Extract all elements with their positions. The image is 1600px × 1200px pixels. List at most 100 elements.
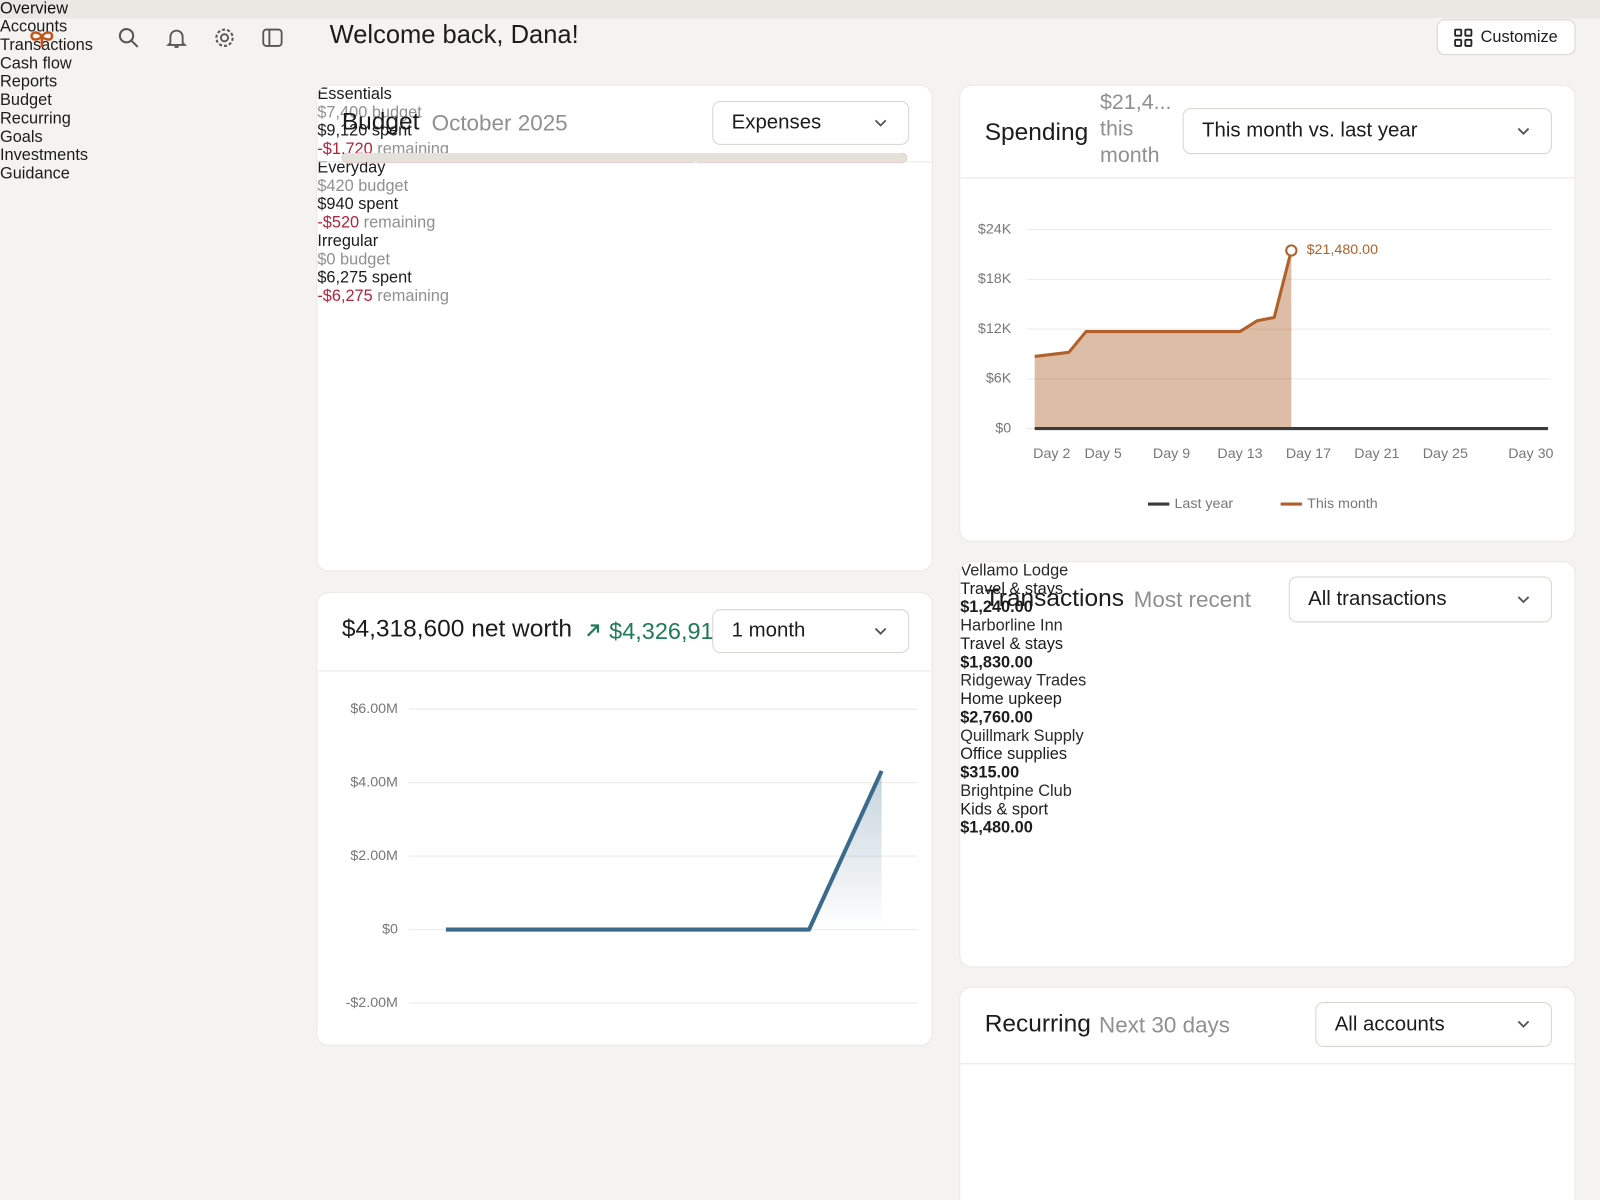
card-subtitle: Next 30 days — [1098, 1012, 1231, 1038]
nav-label: Overview — [0, 0, 69, 18]
trend-arrow — [586, 624, 600, 637]
group-remaining: -$520 remaining — [317, 214, 931, 232]
card-title: Recurring — [984, 1010, 1091, 1038]
transaction-row[interactable]: Brightpine Club Kids & sport $1,480.00 — [960, 783, 1574, 838]
filter-label: This month vs. last year — [1202, 119, 1418, 142]
nav-item[interactable]: Goals — [0, 129, 1600, 147]
nav-label: Budget — [0, 91, 52, 110]
card-title: Budget — [341, 108, 420, 136]
search-button[interactable] — [117, 27, 139, 49]
sidebar-toggle[interactable] — [261, 27, 283, 49]
group-remaining: -$6,275 remaining — [317, 288, 931, 306]
nav-item[interactable]: Recurring — [0, 110, 1600, 128]
group-name: Essentials — [317, 85, 392, 104]
card-title: $4,318,600 net worth — [341, 615, 572, 643]
category-name: Travel & stays — [960, 635, 1064, 654]
x-tick-label: Day 2 — [1033, 446, 1070, 462]
nav-label: Recurring — [0, 110, 71, 128]
nav-label: Guidance — [0, 165, 70, 183]
category-name: Office supplies — [960, 745, 1067, 764]
budget-card: Budget October 2025 Expenses Essentials $… — [316, 84, 933, 572]
x-tick-label: Day 25 — [1423, 446, 1468, 462]
nav-item[interactable]: Guidance — [0, 165, 1600, 183]
group-budget: $420 budget — [317, 177, 409, 195]
card-header: Transactions Most recent All transaction… — [960, 562, 1574, 639]
chevron — [874, 627, 887, 635]
nav-item[interactable]: Cash flow — [0, 55, 1600, 73]
budget-group: Everyday $420 budget $940 spent -$520 remai… — [317, 153, 931, 232]
nav-label: Cash flow — [0, 55, 72, 73]
card-header: Spending $21,4... this month This month … — [960, 86, 1575, 179]
card-subtitle: October 2025 — [431, 110, 568, 136]
group-budget: $7,400 budget — [317, 104, 422, 122]
merchant-name: Brightpine Club — [960, 782, 1072, 800]
line — [445, 770, 884, 932]
nav-label: Accounts — [0, 18, 68, 36]
nav-label: Goals — [0, 128, 43, 146]
x-tick-label: Day 9 — [1153, 446, 1190, 462]
customize-button[interactable]: Customize — [1436, 19, 1576, 56]
budget-filter[interactable]: Expenses — [712, 101, 910, 145]
filter-label: All transactions — [1308, 587, 1447, 611]
y-tick-label: $18K — [978, 271, 1012, 287]
accounts-filter[interactable]: All accounts — [1315, 1002, 1553, 1047]
nav-item[interactable]: Transactions — [0, 37, 1600, 55]
recurring-card: Recurring Next 30 days All accounts — [959, 986, 1576, 1200]
card-subtitle: $21,4... this month — [1099, 90, 1172, 168]
chevron — [1517, 1020, 1530, 1028]
merchant-name: Harborline Inn — [960, 617, 1063, 635]
card-header: Recurring Next 30 days All accounts — [960, 988, 1575, 1065]
group-spent: $940 spent — [317, 195, 399, 214]
remaining-label: remaining — [363, 214, 436, 232]
category-name: Home upkeep — [960, 690, 1062, 709]
transactions-filter[interactable]: All transactions — [1288, 576, 1553, 623]
point-marker — [1285, 244, 1298, 257]
nav-item[interactable]: Budget — [0, 92, 1600, 110]
amount: $315.00 — [960, 764, 1020, 782]
nav-item[interactable]: Investments — [0, 147, 1600, 165]
group-budget: $0 budget — [317, 251, 390, 269]
period-filter[interactable]: 1 month — [712, 609, 910, 654]
transaction-row[interactable]: Vellamo Lodge Travel & stays $1,240.00 — [960, 562, 1574, 617]
amount: $1,830.00 — [960, 654, 1033, 672]
nav-label: Reports — [0, 73, 58, 91]
nav-item[interactable]: Overview — [0, 0, 1600, 19]
amount: $1,240.00 — [960, 598, 1033, 617]
chevron — [1517, 595, 1530, 603]
nav-item[interactable]: Accounts — [0, 18, 1600, 36]
transaction-row[interactable]: Quillmark Supply Office supplies $315.00 — [960, 728, 1574, 783]
comparison-filter[interactable]: This month vs. last year — [1182, 108, 1553, 155]
area — [1034, 250, 1292, 429]
remaining-amount: -$6,275 — [317, 287, 373, 306]
card-subtitle: Most recent — [1133, 586, 1251, 613]
notifications-button[interactable] — [165, 27, 187, 49]
category-name: Kids & sport — [960, 801, 1049, 819]
x-tick-label: Day 5 — [1084, 446, 1121, 462]
remaining-amount: -$520 — [317, 214, 360, 232]
chevron — [1517, 127, 1530, 135]
transaction-row[interactable]: Ridgeway Trades Home upkeep $2,760.00 — [960, 672, 1574, 727]
data-label: $21,480.00 — [1307, 242, 1378, 258]
legend-label: Last year — [1174, 496, 1233, 512]
x-tick-label: Day 30 — [1508, 446, 1553, 462]
settings-button[interactable] — [213, 27, 235, 49]
net-worth-card: -$2.00M $0 $2.00M $4.00M $6.00M $4,318,600 n… — [316, 591, 933, 1046]
progress-bar — [341, 153, 908, 163]
merchant-name: Quillmark Supply — [960, 727, 1084, 745]
filter-label: All accounts — [1334, 1012, 1445, 1036]
logo — [30, 31, 54, 47]
transaction-row[interactable]: Harborline Inn Travel & stays $1,830.00 — [960, 617, 1574, 672]
page-title: Welcome back, Dana! — [329, 20, 579, 49]
y-tick-label: $12K — [978, 321, 1012, 337]
nav-item[interactable]: Reports — [0, 73, 1600, 91]
merchant-name: Ridgeway Trades — [960, 672, 1087, 690]
y-tick-label: -$2.00M — [346, 995, 398, 1011]
amount: $1,480.00 — [960, 819, 1033, 837]
group-name: Everyday — [317, 159, 386, 177]
y-tick-label: $0 — [995, 420, 1011, 436]
nav-label: Transactions — [0, 36, 93, 55]
y-tick-label: $4.00M — [350, 774, 398, 790]
grid-icon — [1454, 28, 1473, 47]
chevron — [874, 119, 887, 127]
